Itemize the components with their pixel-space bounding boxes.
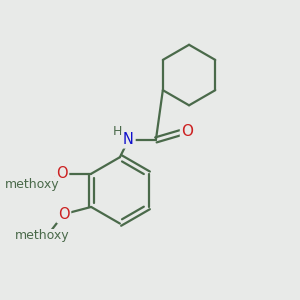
Text: O: O: [56, 166, 68, 181]
Text: methoxy: methoxy: [35, 187, 42, 188]
Text: O: O: [182, 124, 194, 139]
Text: methoxy: methoxy: [5, 178, 60, 191]
Text: H: H: [113, 125, 122, 138]
Text: methoxy: methoxy: [36, 190, 43, 192]
Text: methoxy: methoxy: [15, 229, 69, 242]
Text: methoxy: methoxy: [38, 185, 44, 187]
Text: N: N: [123, 132, 134, 147]
Text: O: O: [58, 207, 70, 222]
